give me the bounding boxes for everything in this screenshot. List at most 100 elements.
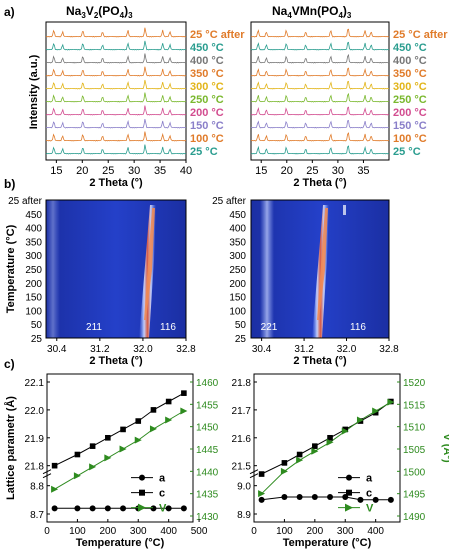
- y-tick-label: 8.9: [237, 510, 251, 521]
- y-tick-right-label: 1520: [403, 378, 426, 389]
- point-v: [387, 398, 395, 406]
- xrd-series-line: [45, 131, 187, 142]
- x-tick-label: 31.2: [294, 344, 314, 355]
- x-tick-label: 30.4: [252, 344, 272, 355]
- heatmap-left-annotation-2: 116: [160, 322, 176, 333]
- point-c: [105, 434, 111, 441]
- y-tick-right-label: 1430: [196, 512, 219, 523]
- xrd-series-line: [45, 105, 187, 116]
- y-tick-right-label: 1450: [196, 423, 219, 434]
- y-tick-label: 21.6: [232, 434, 252, 445]
- point-a: [327, 494, 334, 501]
- point-v: [134, 436, 142, 444]
- y-tick-label: 21.8: [232, 378, 252, 389]
- y-tick-label: 200: [229, 279, 246, 290]
- legend-entry: 300 °C: [393, 81, 427, 93]
- legend-entry: 100 °C: [393, 133, 427, 145]
- point-v: [356, 416, 364, 424]
- point-a: [258, 496, 265, 503]
- point-v: [180, 407, 188, 415]
- point-v: [104, 454, 112, 462]
- title-left: Na3V2(PO4)3: [66, 4, 133, 20]
- y-tick-label: 350: [229, 237, 246, 248]
- heatmap-left-annotation-1: 211: [86, 322, 102, 333]
- y-tick-right-label: 1455: [196, 400, 219, 411]
- y-tick-label: 25 after: [8, 196, 43, 207]
- heatmap-left-xlabel: 2 Theta (°): [89, 355, 143, 367]
- lattice-left-plot: 8.7 8.8 21.8 21.9 22.0 22.1 1430 1435 1440 1445 14…: [25, 378, 219, 537]
- x-tick-label: 15: [50, 165, 62, 177]
- axis-break: [42, 473, 52, 479]
- point-v: [326, 438, 334, 446]
- point-c: [135, 418, 142, 424]
- lattice-right-plot: 8.9 9.0 21.5 21.6 21.7 21.8 1490 1495 1500 1505 15…: [232, 378, 426, 537]
- point-v: [296, 456, 304, 464]
- y-tick-label: 8.7: [30, 510, 44, 521]
- xrd-series-line: [45, 79, 186, 90]
- legend-entry: 200 °C: [190, 107, 224, 119]
- point-v: [341, 427, 349, 435]
- legend-entry: 25 °C after: [190, 29, 245, 41]
- point-c: [89, 443, 96, 449]
- point-c: [281, 460, 288, 466]
- xrd-series-line: [45, 92, 187, 103]
- heatmap-right-annotation-1: 221: [261, 322, 278, 333]
- point-v: [165, 416, 173, 424]
- y-tick-label: 21.9: [25, 434, 45, 445]
- x-tick-label: 31.2: [90, 344, 110, 355]
- y-tick-label: 400: [229, 224, 246, 235]
- legend-entry: 250 °C: [393, 94, 427, 106]
- x-tick-label: 400: [160, 526, 177, 537]
- xrd-series-line: [45, 66, 187, 77]
- y-tick-right-label: 1440: [196, 467, 219, 478]
- legend-marker: [139, 474, 145, 481]
- legend-entry: 400 °C: [190, 55, 224, 67]
- y-tick-right-label: 1495: [403, 490, 426, 501]
- x-tick-label: 32.0: [337, 344, 357, 355]
- legend-entry: 300 °C: [190, 81, 224, 93]
- point-c: [165, 398, 172, 405]
- point-c: [120, 426, 126, 433]
- legend-label: V: [159, 503, 167, 515]
- legend-entry: 350 °C: [393, 68, 427, 80]
- x-tick-label: 500: [191, 526, 208, 537]
- legend-entry: 450 °C: [393, 42, 427, 54]
- point-a: [357, 496, 364, 503]
- xrd-right-frame: [250, 21, 390, 161]
- point-c: [258, 471, 265, 477]
- xrd-series-line: [45, 119, 187, 129]
- xrd-series-line: [251, 92, 390, 103]
- y-tick-label: 50: [31, 320, 43, 331]
- xrd-series-line: [250, 119, 389, 129]
- legend-entry: 400 °C: [393, 55, 427, 67]
- y-tick-right-label: 1515: [403, 400, 426, 411]
- xrd-left-frame: [45, 21, 187, 161]
- legend-marker: [139, 489, 145, 496]
- heatmap-left-xticks: 30.4 31.2 32.0 32.8: [47, 338, 196, 355]
- legend-label: V: [366, 503, 374, 515]
- xrd-left-xticks: 15 20 25 30 35 40: [50, 160, 192, 177]
- xrd-right-xlabel: 2 Theta (°): [293, 177, 347, 189]
- xrd-series-line: [250, 53, 390, 64]
- xrd-right-plot: [250, 28, 390, 155]
- xrd-series-line: [250, 28, 390, 38]
- x-tick-label: 20: [76, 165, 88, 177]
- y-tick-right-label: 1505: [403, 445, 426, 456]
- point-c: [296, 451, 303, 458]
- point-v: [311, 447, 319, 455]
- panel-label-b: b): [4, 177, 15, 191]
- xrd-series-line: [250, 132, 390, 142]
- xrd-series-line: [45, 27, 187, 38]
- x-tick-label: 35: [357, 165, 369, 177]
- xrd-series-line: [250, 67, 390, 77]
- point-a: [281, 494, 288, 501]
- x-tick-label: 200: [99, 526, 116, 537]
- y-tick-label: 9.0: [237, 482, 251, 493]
- lattice-right-xlabel: Temperature (°C): [283, 537, 372, 549]
- xrd-series-line: [250, 145, 390, 155]
- point-a: [89, 505, 96, 512]
- y-tick-label: 300: [229, 251, 246, 262]
- xrd-series-line: [46, 53, 187, 64]
- xrd-left-plot: [45, 27, 187, 155]
